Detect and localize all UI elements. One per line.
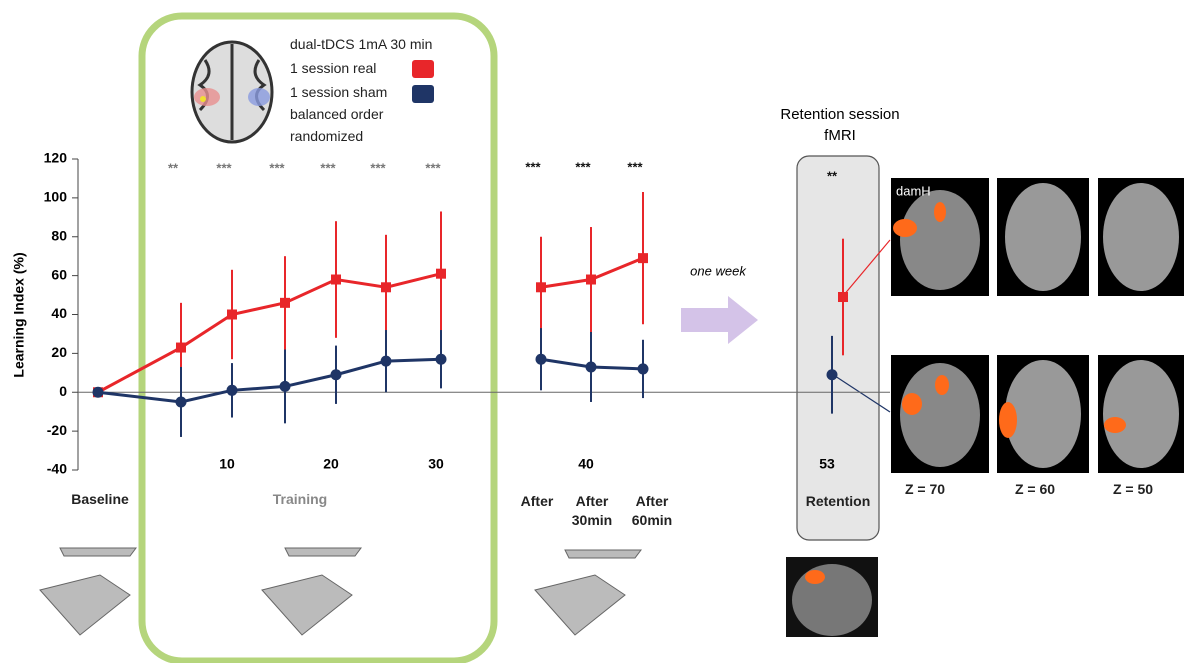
marker [435,353,447,365]
marker [381,282,391,293]
retention-title: Retention session [780,106,899,123]
retention-box [796,155,880,541]
marker [279,380,291,392]
marker [535,353,547,365]
slice-label: Z = 60 [1014,481,1056,497]
x-tick-label: 53 [819,456,835,472]
y-tick-label: -40 [47,461,67,477]
arrow [681,296,758,344]
y-tick-label: 80 [51,227,67,243]
marker [380,355,392,367]
phase-label: After 30min [571,493,613,528]
legend-entry: 1 session sham [290,84,388,100]
y-tick-label: 0 [59,383,67,399]
phase-label: After 60min [631,493,673,528]
phase-label: After [520,493,554,509]
legend-note: randomized [290,128,364,144]
y-tick-label: 20 [51,344,67,360]
significance: *** [216,160,232,175]
marker [638,253,648,264]
connector [842,239,891,297]
marker [176,342,186,353]
significance: *** [627,159,643,174]
y-tick-label: 40 [51,305,67,321]
interval-label: one week [690,263,747,278]
phase-label: Retention [805,493,871,509]
y-tick-label: -20 [47,422,67,438]
significance: *** [575,159,591,174]
marker [280,297,290,308]
significance: *** [525,159,541,174]
legend-entry: 1 session real [290,60,377,76]
significance: *** [370,160,386,175]
y-axis-label: Learning Index (%) [11,252,27,377]
marker [585,361,597,373]
phase-label: Training [272,491,328,507]
legend-note: balanced order [290,106,384,122]
x-tick-label: 20 [323,456,339,472]
slice-label: Z = 70 [904,481,946,497]
connector [831,373,891,413]
marker [536,282,546,293]
y-tick-label: 60 [51,266,67,282]
marker [330,369,342,381]
marker [331,274,341,285]
x-tick-label: 40 [578,456,594,472]
significance: ** [827,168,838,183]
marker [826,369,838,381]
phase-label: Baseline [71,491,129,507]
y-tick-label: 100 [44,189,68,205]
marker [838,292,848,303]
marker [637,363,649,375]
significance: *** [320,160,336,175]
x-tick-label: 30 [428,456,444,472]
y-tick-label: 120 [44,150,68,166]
setup-icons [39,547,642,636]
training-box [138,12,498,663]
x-tick-label: 10 [219,456,235,472]
significance: *** [269,160,285,175]
significance: *** [425,160,441,175]
marker [436,268,446,279]
legend-swatch-real [412,60,434,78]
marker [175,396,187,408]
marker [227,309,237,320]
marker [586,274,596,285]
marker [92,386,104,398]
legend-title: dual-tDCS 1mA 30 min [290,36,433,52]
brain-slices [786,178,1184,637]
marker [226,384,238,396]
slice-label: Z = 50 [1112,481,1154,497]
retention-subtitle: fMRI [824,127,856,144]
brain-icon [190,40,274,144]
significance: ** [168,160,179,175]
contrast-label: damH [896,183,931,198]
series-line [98,359,832,402]
legend-swatch-sham [412,85,434,103]
